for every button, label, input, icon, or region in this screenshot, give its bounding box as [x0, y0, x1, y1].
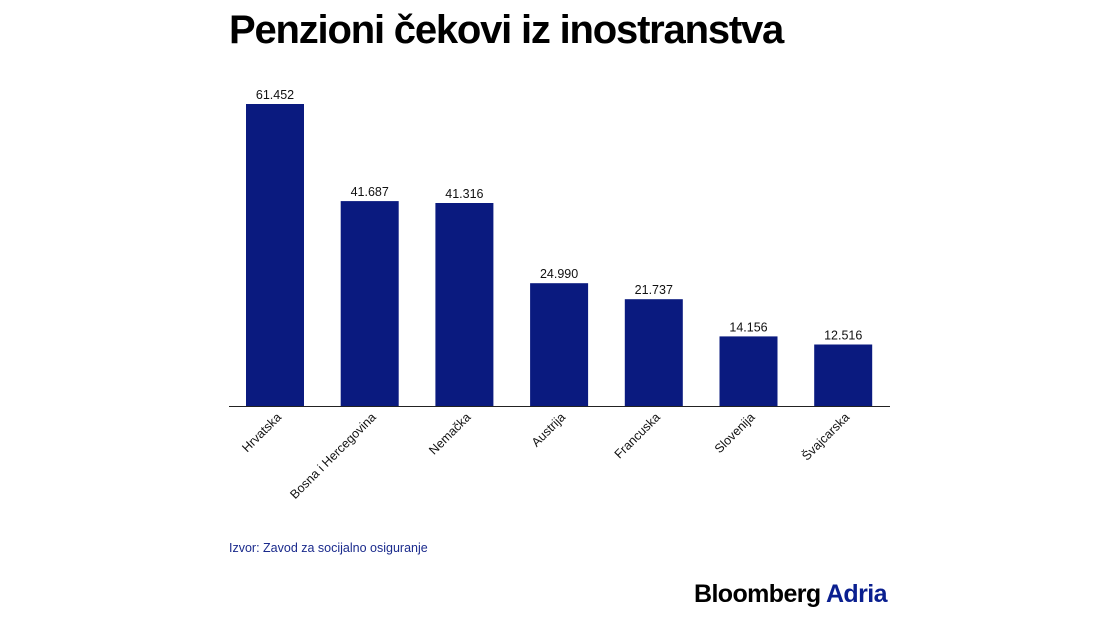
bar-bosna-i-hercegovina — [340, 201, 399, 406]
bar-hrvatska — [246, 104, 304, 406]
bloomberg-adria-logo: Bloomberg Adria — [694, 580, 887, 609]
category-label-svajcarska: Švajcarska — [798, 409, 852, 463]
brand-accent: Adria — [825, 580, 888, 608]
value-label-slovenija: 14.156 — [729, 320, 767, 334]
bar-francuska — [624, 299, 683, 406]
value-label-nemacka: 41.316 — [445, 187, 483, 201]
value-label-austrija: 24.990 — [540, 267, 578, 281]
bar-slovenija — [719, 336, 778, 406]
value-label-svajcarska: 12.516 — [824, 329, 862, 343]
bar-austrija — [530, 283, 589, 406]
value-labels-group: 61.452 41.687 41.316 24.990 21.737 14.156 12.5… — [256, 88, 862, 343]
value-label-bosna-i-hercegovina: 41.687 — [351, 185, 389, 199]
value-label-francuska: 21.737 — [635, 283, 673, 297]
category-labels-group: Hrvatska Bosna i Hercegovina Nemačka Austri… — [239, 409, 852, 501]
chart-title: Penzioni čekovi iz inostranstva — [229, 8, 784, 52]
category-label-francuska: Francuska — [612, 410, 663, 461]
category-label-bosna-i-hercegovina: Bosna i Hercegovina — [287, 410, 378, 501]
category-label-nemacka: Nemačka — [426, 410, 473, 457]
category-label-austrija: Austrija — [529, 410, 568, 449]
bar-svajcarska — [814, 344, 873, 406]
category-label-hrvatska: Hrvatska — [239, 410, 284, 455]
category-label-slovenija: Slovenija — [712, 410, 758, 456]
bars-group — [246, 104, 873, 406]
bar-nemacka — [435, 203, 494, 406]
brand-name: Bloomberg — [694, 580, 821, 608]
source-note: Izvor: Zavod za socijalno osiguranje — [229, 541, 428, 555]
value-label-hrvatska: 61.452 — [256, 88, 294, 102]
